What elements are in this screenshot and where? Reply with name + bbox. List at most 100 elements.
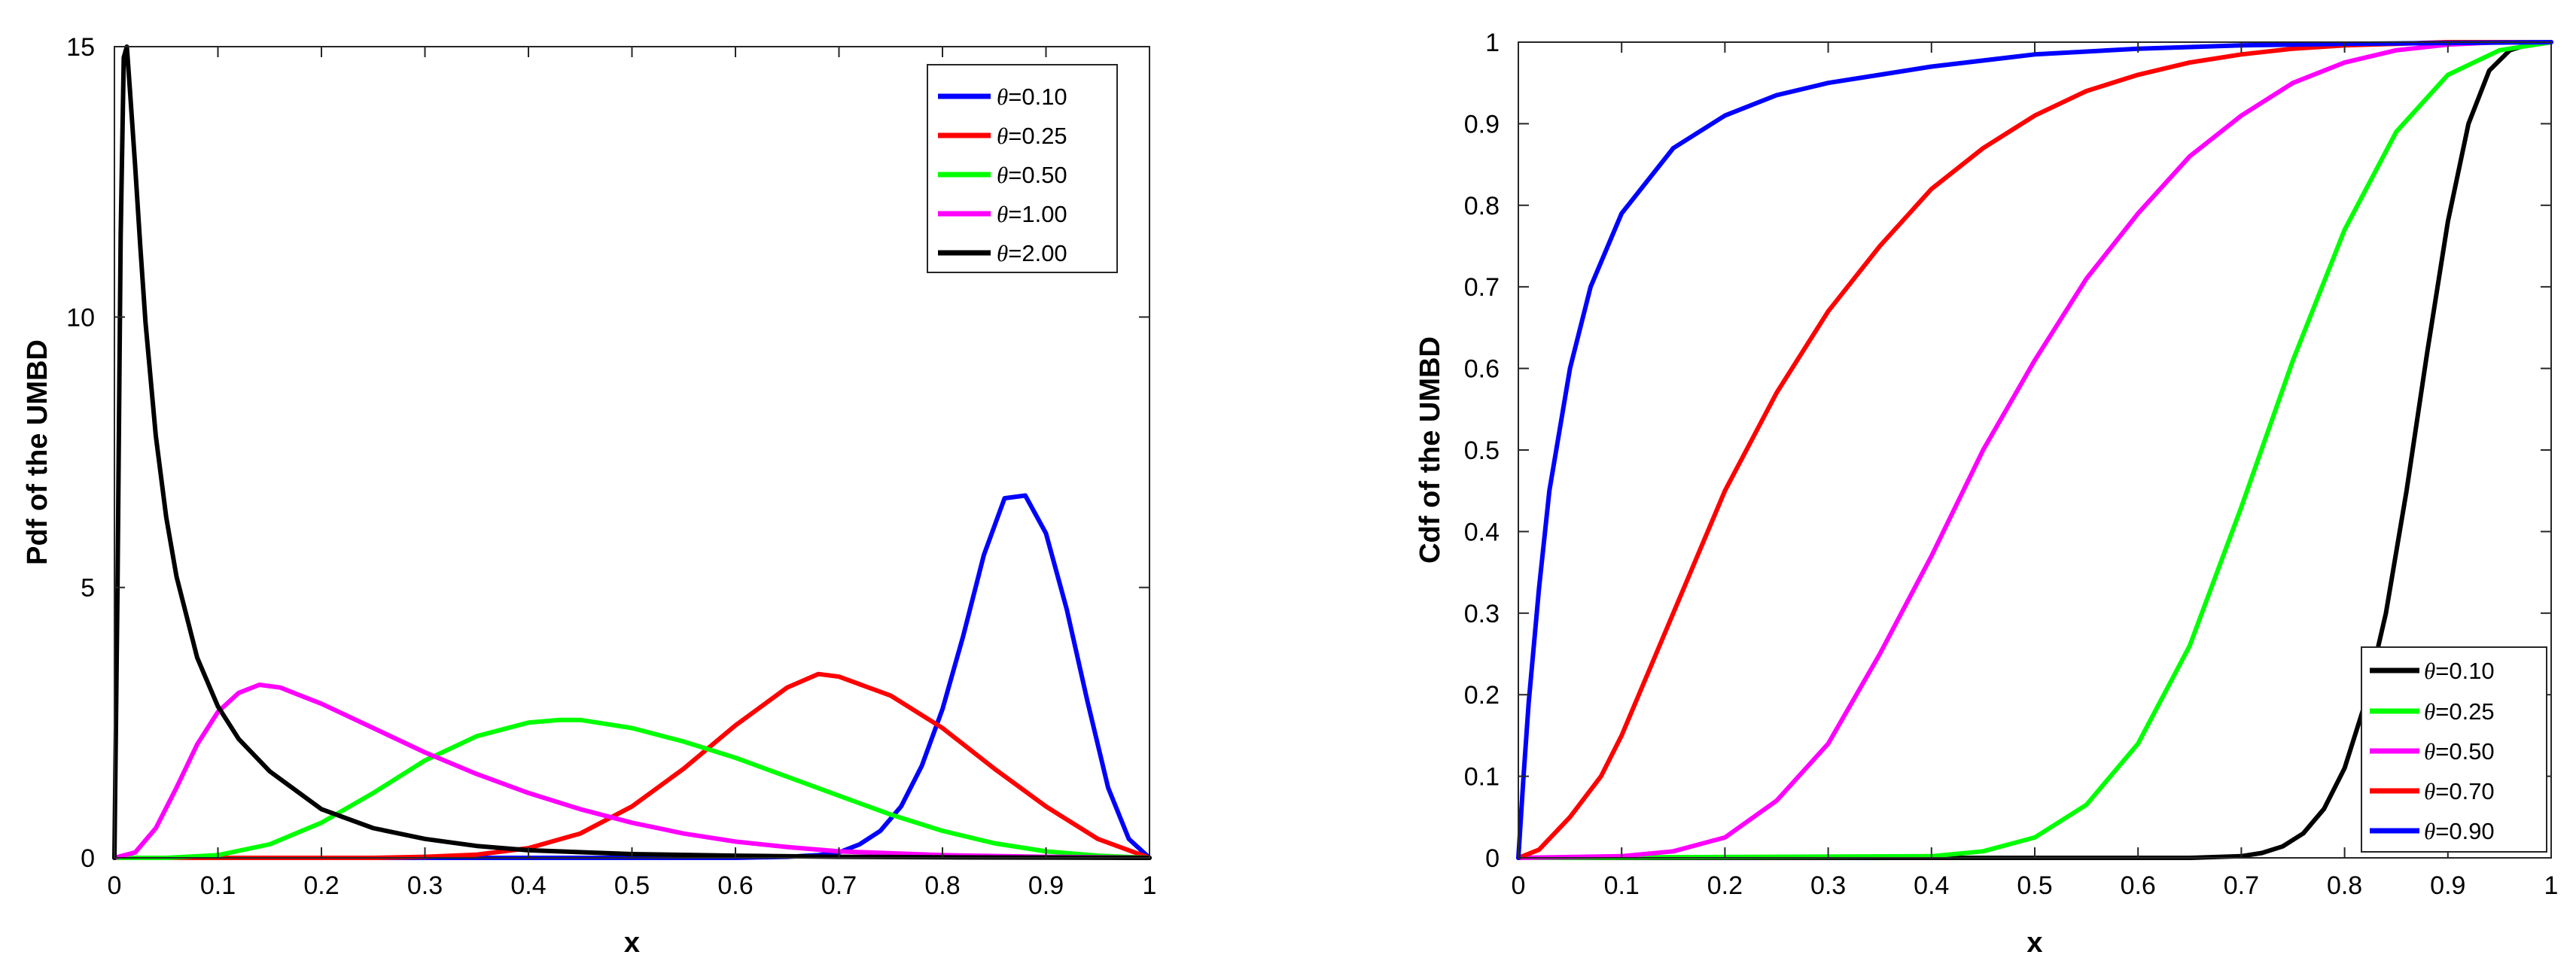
pdf-y-tick-label: 15 xyxy=(66,33,95,62)
cdf-y-tick-label: 0.3 xyxy=(1464,600,1500,628)
pdf-y-axis-label: Pdf of the UMBD xyxy=(22,339,53,565)
cdf-legend-label-3: θ=0.50 xyxy=(2424,738,2495,765)
cdf-legend-value-4: =0.70 xyxy=(2435,778,2494,804)
pdf-series-line-3 xyxy=(112,717,1152,860)
pdf-legend-entry-3: θ=0.50 xyxy=(938,162,1067,188)
pdf-legend-label-1: θ=0.10 xyxy=(997,84,1067,110)
cdf-legend-symbol-4: θ xyxy=(2424,778,2435,804)
pdf-legend: θ=0.10 θ=0.25 θ=0.50 θ=1.00 θ=2.00 xyxy=(927,64,1118,273)
cdf-legend-entry-2: θ=0.25 xyxy=(2370,698,2495,725)
cdf-legend-label-5: θ=0.90 xyxy=(2424,818,2495,844)
cdf-chart: 0 0.1 0.2 0.3 0.4 0.5 0.6 0.7 0.8 0.9 1 0 0.1 0.2 0.3 0… xyxy=(1414,29,2558,959)
cdf-legend-symbol-5: θ xyxy=(2424,818,2435,844)
pdf-legend-symbol-2: θ xyxy=(997,123,1008,149)
pdf-legend-label-4: θ=1.00 xyxy=(997,201,1067,227)
cdf-legend-value-5: =0.90 xyxy=(2435,818,2494,844)
pdf-legend-entry-4: θ=1.00 xyxy=(938,201,1067,227)
pdf-legend-entry-1: θ=0.10 xyxy=(938,84,1067,110)
pdf-legend-symbol-3: θ xyxy=(997,162,1008,188)
cdf-x-tick-label: 0.2 xyxy=(1707,871,1743,900)
pdf-axes-box xyxy=(114,46,1150,859)
cdf-legend-label-2: θ=0.25 xyxy=(2424,698,2495,725)
pdf-legend-label-2: θ=0.25 xyxy=(997,123,1067,149)
cdf-y-tick-label: 0.5 xyxy=(1464,436,1500,465)
pdf-legend-box xyxy=(927,64,1118,273)
cdf-series-line-5 xyxy=(1516,40,2553,860)
cdf-y-tick-label: 0.7 xyxy=(1464,273,1500,302)
cdf-legend: θ=0.10 θ=0.25 θ=0.50 θ=0.70 θ=0.90 xyxy=(2361,646,2547,853)
cdf-legend-entry-3: θ=0.50 xyxy=(2370,738,2495,765)
cdf-y-tick-label: 0.4 xyxy=(1464,518,1500,546)
cdf-legend-label-1: θ=0.10 xyxy=(2424,658,2495,684)
pdf-x-tick-label: 0.2 xyxy=(303,871,339,900)
pdf-x-tick-label: 0.5 xyxy=(614,871,650,900)
cdf-x-tick-label: 0.5 xyxy=(2017,871,2052,900)
cdf-tick-layer: 0 0.1 0.2 0.3 0.4 0.5 0.6 0.7 0.8 0.9 1 0 0.1 0.2 0.3 0… xyxy=(1464,29,2559,900)
cdf-legend-value-3: =0.50 xyxy=(2435,738,2494,765)
cdf-legend-entry-1: θ=0.10 xyxy=(2370,658,2495,684)
pdf-legend-value-1: =0.10 xyxy=(1008,84,1067,110)
pdf-legend-label-3: θ=0.50 xyxy=(997,162,1067,188)
pdf-legend-symbol-1: θ xyxy=(997,84,1008,110)
cdf-legend-label-4: θ=0.70 xyxy=(2424,778,2495,804)
cdf-x-tick-label: 1 xyxy=(2544,871,2559,900)
cdf-axes-box xyxy=(1518,41,2552,859)
cdf-x-tick-label: 0.6 xyxy=(2121,871,2156,900)
pdf-x-tick-label: 0.9 xyxy=(1028,871,1064,900)
pdf-x-tick-label: 0.6 xyxy=(717,871,753,900)
cdf-x-axis-label: x xyxy=(2026,927,2042,959)
cdf-x-tick-label: 0.4 xyxy=(1914,871,1949,900)
cdf-x-tick-label: 0.7 xyxy=(2224,871,2259,900)
cdf-legend-symbol-3: θ xyxy=(2424,738,2435,765)
pdf-series-layer xyxy=(112,44,1152,860)
pdf-y-tick-label: 5 xyxy=(81,574,95,603)
pdf-y-tick-label: 10 xyxy=(66,303,95,332)
pdf-x-axis-label: x xyxy=(624,927,640,959)
cdf-legend-value-2: =0.25 xyxy=(2435,698,2494,725)
pdf-legend-value-2: =0.25 xyxy=(1008,123,1067,149)
pdf-series-line-2 xyxy=(112,671,1152,860)
cdf-series-line-2 xyxy=(1516,40,2553,860)
pdf-x-tick-label: 0 xyxy=(108,871,122,900)
cdf-x-tick-label: 0.9 xyxy=(2430,871,2465,900)
pdf-legend-entry-2: θ=0.25 xyxy=(938,123,1067,149)
pdf-x-tick-label: 0.7 xyxy=(821,871,857,900)
cdf-legend-entry-4: θ=0.70 xyxy=(2370,778,2495,804)
cdf-y-tick-label: 0.2 xyxy=(1464,681,1500,710)
cdf-y-tick-label: 0.8 xyxy=(1464,192,1500,220)
cdf-legend-symbol-2: θ xyxy=(2424,698,2435,725)
pdf-legend-value-5: =2.00 xyxy=(1008,240,1067,266)
cdf-x-tick-label: 0.8 xyxy=(2327,871,2362,900)
cdf-y-tick-label: 0.6 xyxy=(1464,355,1500,384)
pdf-x-tick-label: 1 xyxy=(1143,871,1157,900)
pdf-legend-symbol-5: θ xyxy=(997,240,1008,266)
pdf-series-line-4 xyxy=(112,683,1152,860)
cdf-legend-entry-5: θ=0.90 xyxy=(2370,818,2495,844)
cdf-x-tick-label: 0.3 xyxy=(1810,871,1846,900)
cdf-series-line-4 xyxy=(1516,40,2553,860)
cdf-legend-value-1: =0.10 xyxy=(2435,658,2494,684)
pdf-y-tick-label: 0 xyxy=(81,844,95,873)
pdf-x-tick-label: 0.1 xyxy=(200,871,236,900)
pdf-legend-entry-5: θ=2.00 xyxy=(938,240,1067,266)
pdf-legend-label-5: θ=2.00 xyxy=(997,240,1067,266)
pdf-legend-value-3: =0.50 xyxy=(1008,162,1067,188)
pdf-x-tick-label: 0.4 xyxy=(510,871,546,900)
cdf-y-tick-label: 0.1 xyxy=(1464,763,1500,792)
pdf-legend-value-4: =1.00 xyxy=(1008,201,1067,227)
pdf-legend-symbol-4: θ xyxy=(997,201,1008,227)
cdf-legend-symbol-1: θ xyxy=(2424,658,2435,684)
cdf-x-tick-label: 0 xyxy=(1512,871,1526,900)
pdf-x-tick-label: 0.8 xyxy=(924,871,960,900)
cdf-y-tick-label: 0.9 xyxy=(1464,110,1500,138)
cdf-y-axis-label: Cdf of the UMBD xyxy=(1414,336,1446,564)
pdf-x-tick-label: 0.3 xyxy=(407,871,443,900)
cdf-x-tick-label: 0.1 xyxy=(1604,871,1640,900)
pdf-series-line-5 xyxy=(112,44,1152,860)
cdf-y-tick-label: 0 xyxy=(1485,844,1500,873)
cdf-y-tick-label: 1 xyxy=(1485,29,1500,57)
cdf-series-line-3 xyxy=(1516,40,2553,860)
